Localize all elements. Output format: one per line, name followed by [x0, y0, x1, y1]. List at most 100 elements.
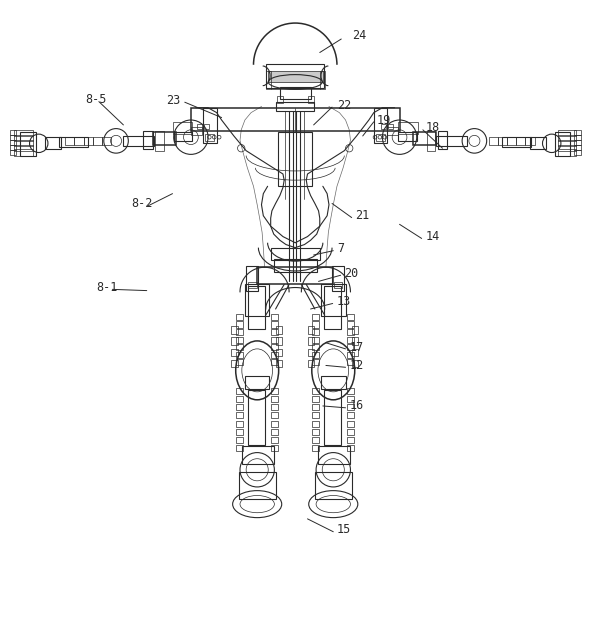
Bar [271, 412, 278, 418]
Bar [347, 329, 354, 335]
Bar [236, 344, 243, 350]
Bar [347, 314, 354, 320]
Bar [10, 135, 16, 140]
Bar [143, 131, 153, 150]
Bar [248, 390, 265, 445]
Text: 23: 23 [167, 94, 181, 107]
Bar [197, 124, 202, 129]
Bar [173, 132, 192, 142]
Bar [276, 337, 282, 345]
Bar [308, 349, 314, 356]
Bar [236, 314, 243, 320]
Bar [236, 412, 243, 418]
Bar [271, 314, 278, 320]
Bar [308, 337, 314, 345]
Bar [271, 337, 278, 343]
Bar [10, 145, 16, 150]
Bar [488, 137, 498, 145]
Bar [312, 437, 319, 443]
Bar [347, 429, 354, 435]
Bar [14, 150, 33, 156]
Bar [10, 140, 16, 145]
Bar [558, 150, 576, 156]
Bar [308, 360, 314, 367]
Bar [574, 150, 581, 155]
Bar [271, 344, 278, 350]
Bar [347, 404, 354, 410]
Bar [312, 314, 319, 320]
Bar [352, 349, 358, 356]
Bar [332, 266, 344, 290]
Bar [399, 132, 417, 142]
Bar [347, 412, 354, 418]
Bar [268, 71, 323, 82]
Bar [205, 134, 214, 142]
Bar [172, 122, 192, 133]
Bar [14, 135, 33, 141]
Bar [236, 352, 243, 358]
Bar [334, 282, 343, 288]
Bar [203, 108, 216, 143]
Bar [271, 437, 278, 443]
Bar [320, 71, 325, 90]
Bar [191, 127, 202, 135]
Bar [274, 259, 317, 272]
Bar [236, 445, 243, 451]
Bar [498, 137, 507, 145]
Bar [276, 349, 282, 356]
Bar [347, 344, 354, 350]
Bar [246, 266, 258, 290]
Bar [276, 101, 314, 111]
Bar [271, 396, 278, 402]
Bar [558, 130, 576, 136]
Bar [268, 71, 323, 82]
Bar [271, 404, 278, 410]
Bar [312, 344, 319, 350]
Bar [555, 132, 570, 156]
Bar [321, 376, 346, 389]
Bar [231, 349, 237, 356]
Bar [10, 130, 16, 135]
Bar [321, 284, 346, 316]
Bar [271, 248, 320, 260]
Bar [248, 286, 265, 329]
Bar [245, 376, 269, 389]
Bar [516, 137, 525, 145]
Bar [266, 71, 271, 90]
Text: 13: 13 [337, 295, 351, 308]
Bar [231, 337, 237, 345]
Text: 22: 22 [337, 99, 351, 112]
Text: 8-1: 8-1 [96, 281, 117, 294]
Text: 19: 19 [376, 114, 391, 127]
Bar [530, 137, 546, 150]
Bar [312, 337, 319, 343]
Bar [236, 420, 243, 426]
Bar [236, 396, 243, 402]
Bar [271, 359, 278, 365]
Bar [558, 135, 576, 141]
Bar [239, 472, 276, 499]
Bar [236, 429, 243, 435]
Bar [93, 137, 102, 145]
Bar [312, 412, 319, 418]
Bar [324, 286, 341, 329]
Bar [437, 136, 467, 146]
Text: 14: 14 [426, 230, 440, 243]
Bar [191, 108, 400, 131]
Bar [59, 137, 89, 147]
Bar [315, 472, 352, 499]
Bar [574, 135, 581, 140]
Text: 8-2: 8-2 [131, 197, 152, 210]
Bar [124, 136, 154, 146]
Bar [347, 337, 354, 343]
Bar [277, 96, 283, 103]
Bar [271, 445, 278, 451]
Bar [438, 131, 447, 150]
Bar [347, 321, 354, 328]
Bar [20, 132, 36, 156]
Bar [347, 352, 354, 358]
Bar [347, 437, 354, 443]
Bar [271, 321, 278, 328]
Bar [45, 137, 61, 150]
Bar [558, 145, 576, 151]
